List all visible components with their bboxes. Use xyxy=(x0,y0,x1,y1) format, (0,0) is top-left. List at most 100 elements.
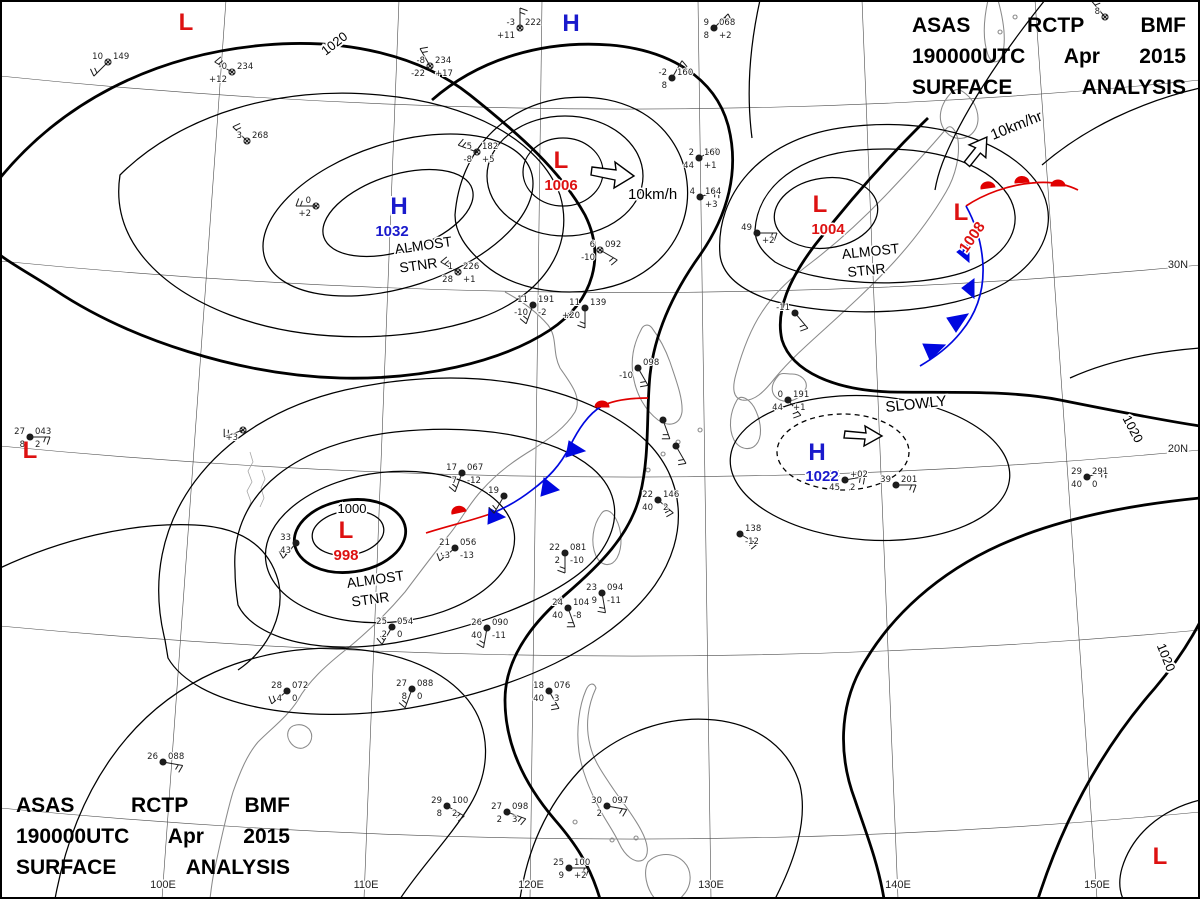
station-plot: 27 043 8 2 xyxy=(13,426,52,451)
station-text: 8 xyxy=(704,31,709,41)
wind-barb-tick xyxy=(681,60,688,68)
station-symbol-cross xyxy=(229,69,235,75)
station-symbol xyxy=(458,469,466,477)
station-text: 11 xyxy=(569,298,580,308)
station-symbol-cross xyxy=(474,149,480,155)
wind-barb-tick xyxy=(640,384,649,388)
wind-barb-tick xyxy=(715,147,719,156)
station-text: 18 xyxy=(533,681,544,691)
warm-front-marker xyxy=(980,181,996,190)
station-symbol xyxy=(892,481,900,489)
corner-letters: L H L L xyxy=(23,9,1168,870)
station-plot: 1 226 28 +1 xyxy=(440,256,480,286)
title-block-bottom-left: ASAS RCTP BMF 190000UTC Apr 2015 SURFACE… xyxy=(16,790,290,883)
station-plot: 39 201 xyxy=(879,474,918,493)
station-plot: 19 xyxy=(487,485,508,514)
station-symbol xyxy=(654,496,662,504)
movement-note: STNR xyxy=(350,588,390,609)
isobar-value-label: 1020 xyxy=(318,29,350,59)
station-plot xyxy=(672,442,687,466)
station-symbol xyxy=(791,309,799,317)
wind-barb-tick xyxy=(679,64,684,70)
coast-taiwan xyxy=(592,510,622,566)
station-text: 40 xyxy=(533,694,544,704)
station-plot: 4 164 +3 xyxy=(689,186,723,211)
coast-asia-mainland xyxy=(209,291,578,899)
coast-japan-shikoku xyxy=(771,372,807,402)
station-plot: 29 100 8 2 xyxy=(430,795,469,822)
station-text: -8 xyxy=(464,155,472,165)
station-symbol-cross xyxy=(597,247,603,253)
coast-sakhalin xyxy=(983,0,1005,63)
station-symbol xyxy=(228,68,236,76)
wind-barb-tick xyxy=(800,327,809,332)
isobar-ring xyxy=(486,115,644,237)
station-plot: 23 094 9 -11 xyxy=(585,582,624,614)
station-plot: 24 104 40 -8 xyxy=(551,597,590,628)
wind-barb-tick xyxy=(436,553,441,562)
station-text: 2 xyxy=(555,556,560,566)
station-text: +2 xyxy=(298,209,311,219)
station-text: 2 xyxy=(850,483,855,493)
station-text: +1 xyxy=(704,161,717,171)
station-text: 191 xyxy=(793,390,809,400)
isobar-value-label: 1020 xyxy=(1120,413,1147,446)
station-symbol xyxy=(283,687,291,695)
coast-small-islands xyxy=(572,14,1018,843)
station-symbol xyxy=(784,396,792,404)
station-text: 30 xyxy=(591,796,602,806)
station-text: 3 xyxy=(237,131,242,141)
lon-label: 110E xyxy=(354,879,379,891)
lat-label: 30N xyxy=(1168,259,1188,271)
station-symbol xyxy=(545,687,553,695)
station-plot: 11 191 -10 -2 xyxy=(513,294,555,325)
movement-arrow-icon xyxy=(963,136,988,168)
station-symbol-cross xyxy=(427,63,433,69)
station-text: 11 xyxy=(517,295,528,305)
station-symbol-cross xyxy=(313,203,319,209)
title-line-datetime: 190000UTC Apr 2015 xyxy=(16,825,290,848)
station-symbol xyxy=(243,137,251,145)
coast-korea xyxy=(631,324,683,425)
station-symbol-cross xyxy=(244,138,250,144)
station-symbol xyxy=(292,539,300,547)
wind-barb-tick xyxy=(479,640,485,644)
station-text: 40 xyxy=(642,503,653,513)
wind-barb-tick xyxy=(678,462,687,466)
station-text: 40 xyxy=(552,611,563,621)
pressure-center-value: 1004 xyxy=(811,221,845,238)
warm-front-marker xyxy=(594,400,610,408)
wind-barb-tick xyxy=(640,381,646,383)
pressure-center-value: 1006 xyxy=(544,177,577,194)
station-text: 1 xyxy=(448,262,453,272)
station-text: 068 xyxy=(719,18,735,28)
station-symbol xyxy=(26,433,34,441)
wind-barb-tick xyxy=(376,637,383,645)
lat-label: 20N xyxy=(1168,443,1188,455)
station-text: 4 xyxy=(277,694,282,704)
station-text: 49 xyxy=(741,223,752,233)
pressure-center-value: 1032 xyxy=(375,223,408,240)
station-plot: 30 097 2 xyxy=(590,795,629,820)
station-plot: 26 088 xyxy=(146,751,185,773)
isobar-1020-curves xyxy=(0,42,1200,899)
station-plot: 34 +02 45 2 xyxy=(828,469,869,494)
lat-labels: 30N 20N xyxy=(1166,258,1189,457)
wind-barb-tick xyxy=(597,610,606,614)
lon-label: 120E xyxy=(518,879,544,891)
station-plot: 26 090 40 -11 xyxy=(470,617,509,649)
station-plot: 27 088 8 0 xyxy=(395,678,434,709)
station-symbol-cross xyxy=(455,269,461,275)
station-text: +17 xyxy=(435,69,453,79)
station-text: +1 xyxy=(793,403,806,413)
station-symbol-cross xyxy=(240,427,246,433)
cold-front-marker xyxy=(565,440,587,458)
station-text: 234 xyxy=(435,56,451,66)
wind-barb-tick xyxy=(419,46,428,50)
station-plot: 138-12 xyxy=(736,523,762,550)
station-text: 8 xyxy=(437,809,442,819)
station-plot: 2 160 44 +1 xyxy=(682,147,721,172)
